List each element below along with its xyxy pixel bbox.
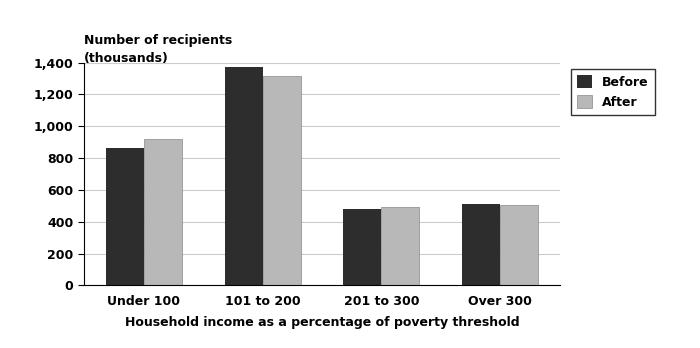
Bar (225, 66, 262, 285)
Bar (462, 204, 500, 285)
Bar (106, 148, 144, 285)
Text: (thousands): (thousands) (84, 52, 169, 64)
Bar (500, 205, 538, 285)
Bar (344, 209, 382, 285)
Bar (144, 139, 182, 285)
Bar (382, 207, 419, 285)
Legend: Before, After: Before, After (571, 69, 655, 115)
Bar (262, 76, 300, 285)
X-axis label: Household income as a percentage of poverty threshold: Household income as a percentage of pove… (125, 316, 519, 330)
Text: Number of recipients: Number of recipients (84, 34, 232, 47)
